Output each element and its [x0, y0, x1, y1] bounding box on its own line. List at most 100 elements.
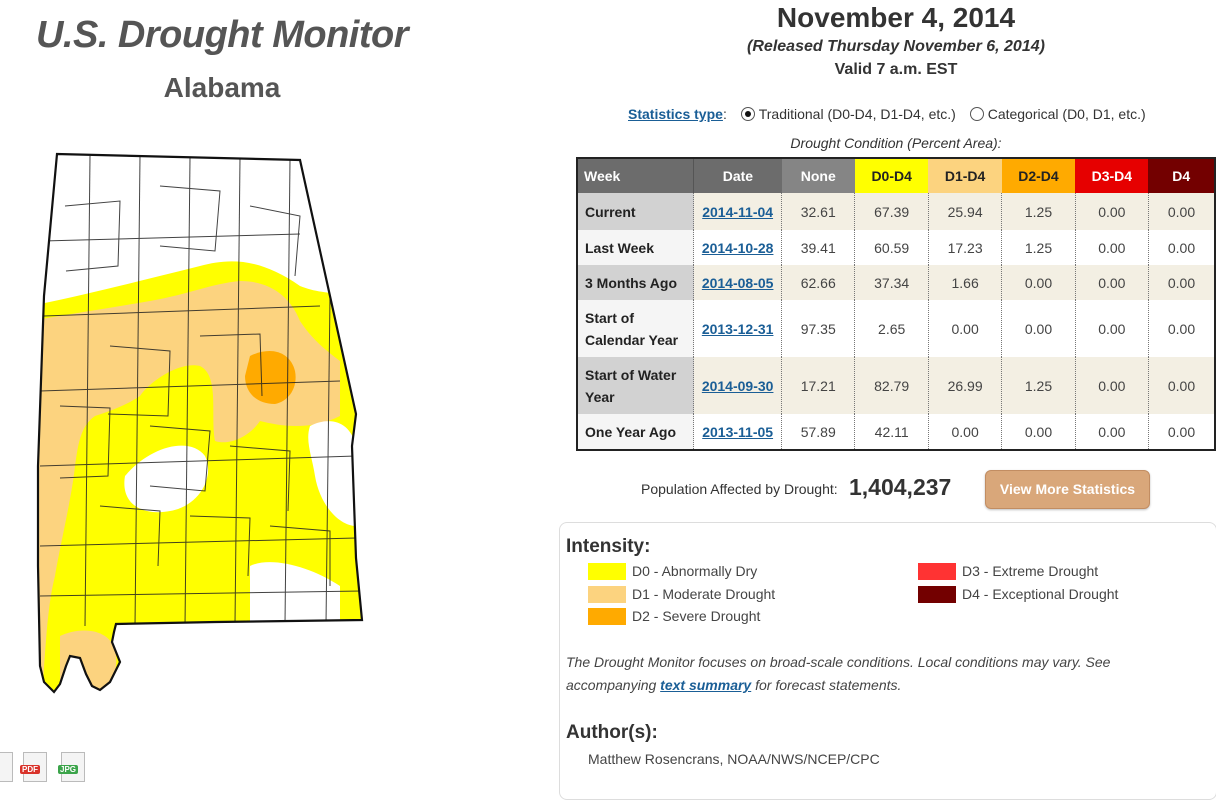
cell-d0-d4: 42.11 — [854, 414, 929, 450]
author-name: Matthew Rosencrans, NOAA/NWS/NCEP/CPC — [588, 751, 880, 767]
cell-d0-d4: 2.65 — [854, 300, 929, 357]
cell-d3-d4: 0.00 — [1075, 414, 1149, 450]
cell-none: 17.21 — [781, 357, 856, 414]
table-row: 3 Months Ago 2014-08-05 62.66 37.34 1.66… — [577, 265, 1216, 300]
cell-d2-d4: 0.00 — [1001, 300, 1076, 357]
header-d1-d4: D1-D4 — [928, 158, 1002, 193]
table-row: Current 2014-11-04 32.61 67.39 25.94 1.2… — [577, 193, 1216, 230]
header-d4: D4 — [1148, 158, 1215, 193]
cell-d1-d4: 25.94 — [928, 193, 1003, 230]
cell-d0-d4: 37.34 — [854, 265, 929, 300]
alabama-drought-map[interactable] — [0, 146, 380, 746]
statistics-type-colon: : — [722, 106, 727, 122]
row-date-link[interactable]: 2014-08-05 — [701, 274, 774, 291]
statistics-type-link[interactable]: Statistics type — [628, 106, 723, 122]
traditional-radio-label[interactable]: Traditional (D0-D4, D1-D4, etc.) — [758, 106, 956, 122]
cell-none: 57.89 — [781, 414, 856, 450]
row-week-label: 3 Months Ago — [577, 265, 695, 300]
row-date: 2014-10-28 — [693, 230, 783, 265]
header-d0-d4: D0-D4 — [854, 158, 929, 193]
jpg-file-label: JPG — [58, 765, 79, 774]
table-header-row: Week Date None D0-D4 D1-D4 D2-D4 D3-D4 D… — [577, 158, 1215, 193]
image-file-icon[interactable]: G — [0, 752, 14, 784]
authors-heading: Author(s): — [566, 722, 658, 743]
state-name: Alabama — [163, 72, 281, 103]
population-value: 1,404,237 — [849, 474, 952, 500]
cell-d1-d4: 26.99 — [928, 357, 1003, 414]
row-week-label: Start of Water Year — [577, 357, 695, 414]
valid-time: Valid 7 a.m. EST — [834, 61, 958, 78]
header-d3-d4: D3-D4 — [1075, 158, 1149, 193]
cell-d2-d4: 1.25 — [1001, 357, 1076, 414]
pdf-file-label: PDF — [20, 765, 40, 774]
jpg-file-icon[interactable]: JPG — [58, 752, 86, 784]
view-more-statistics-button[interactable]: View More Statistics — [985, 470, 1150, 509]
cell-d2-d4: 1.25 — [1001, 230, 1076, 265]
row-date: 2013-11-05 — [693, 414, 783, 450]
page-title: U.S. Drought Monitor — [35, 14, 409, 56]
traditional-radio[interactable] — [740, 107, 755, 121]
cell-d0-d4: 67.39 — [854, 193, 929, 230]
row-week-label: Last Week — [577, 230, 695, 265]
disclaimer-text: The Drought Monitor focuses on broad-sca… — [566, 651, 1166, 697]
cell-none: 39.41 — [781, 230, 856, 265]
cell-d4: 0.00 — [1148, 357, 1216, 414]
cell-d1-d4: 1.66 — [928, 265, 1003, 300]
row-date-link[interactable]: 2014-11-04 — [702, 203, 774, 220]
row-date-link[interactable]: 2013-12-31 — [701, 320, 774, 337]
row-week-label: Current — [577, 193, 695, 230]
drought-statistics-table: Week Date None D0-D4 D1-D4 D2-D4 D3-D4 D… — [576, 157, 1216, 451]
release-date: (Released Thursday November 6, 2014) — [747, 38, 1045, 55]
map-date-title: November 4, 2014 — [776, 2, 1016, 33]
row-week-label: One Year Ago — [577, 414, 695, 450]
legend-panel — [559, 522, 1216, 800]
table-row: Start of Water Year 2014-09-30 17.21 82.… — [577, 357, 1216, 414]
header-none: None — [781, 158, 855, 193]
d4-label: D4 - Exceptional Drought — [962, 586, 1119, 602]
disclaimer-before: The Drought Monitor focuses on broad-sca… — [566, 654, 1111, 693]
header-date: Date — [693, 158, 782, 193]
cell-d3-d4: 0.00 — [1075, 357, 1149, 414]
d4-swatch — [918, 586, 956, 603]
cell-none: 32.61 — [781, 193, 856, 230]
row-date: 2013-12-31 — [693, 300, 783, 357]
cell-d4: 0.00 — [1148, 230, 1216, 265]
d3-swatch — [918, 563, 956, 580]
table-row: Start of Calendar Year 2013-12-31 97.35 … — [577, 300, 1216, 357]
d0-swatch — [588, 563, 626, 580]
d0-label: D0 - Abnormally Dry — [632, 563, 758, 579]
d1-swatch — [588, 586, 626, 603]
disclaimer-after: for forecast statements. — [751, 677, 902, 693]
row-week-label: Start of Calendar Year — [577, 300, 695, 357]
cell-d4: 0.00 — [1148, 265, 1216, 300]
cell-d4: 0.00 — [1148, 300, 1216, 357]
cell-none: 97.35 — [781, 300, 856, 357]
categorical-radio[interactable] — [969, 107, 984, 121]
cell-d1-d4: 0.00 — [928, 300, 1003, 357]
cell-d3-d4: 0.00 — [1075, 230, 1149, 265]
categorical-radio-label[interactable]: Categorical (D0, D1, etc.) — [987, 106, 1146, 122]
cell-d3-d4: 0.00 — [1075, 193, 1149, 230]
cell-none: 62.66 — [781, 265, 856, 300]
row-date-link[interactable]: 2014-09-30 — [701, 377, 774, 394]
cell-d0-d4: 82.79 — [854, 357, 929, 414]
d3-label: D3 - Extreme Drought — [962, 563, 1099, 579]
population-label: Population Affected by Drought: — [641, 481, 838, 497]
text-summary-link[interactable]: text summary — [660, 677, 752, 693]
row-date: 2014-08-05 — [693, 265, 783, 300]
intensity-heading: Intensity: — [566, 536, 651, 557]
row-date: 2014-11-04 — [693, 193, 783, 230]
header-d2-d4: D2-D4 — [1001, 158, 1076, 193]
row-date-link[interactable]: 2013-11-05 — [702, 423, 774, 440]
cell-d3-d4: 0.00 — [1075, 300, 1149, 357]
pdf-file-icon[interactable]: PDF — [20, 752, 48, 784]
cell-d0-d4: 60.59 — [854, 230, 929, 265]
cell-d2-d4: 0.00 — [1001, 414, 1076, 450]
d2-label: D2 - Severe Drought — [632, 608, 761, 624]
cell-d3-d4: 0.00 — [1075, 265, 1149, 300]
row-date-link[interactable]: 2014-10-28 — [701, 239, 774, 256]
cell-d1-d4: 17.23 — [928, 230, 1003, 265]
cell-d4: 0.00 — [1148, 414, 1216, 450]
row-date: 2014-09-30 — [693, 357, 783, 414]
table-row: Last Week 2014-10-28 39.41 60.59 17.23 1… — [577, 230, 1216, 265]
